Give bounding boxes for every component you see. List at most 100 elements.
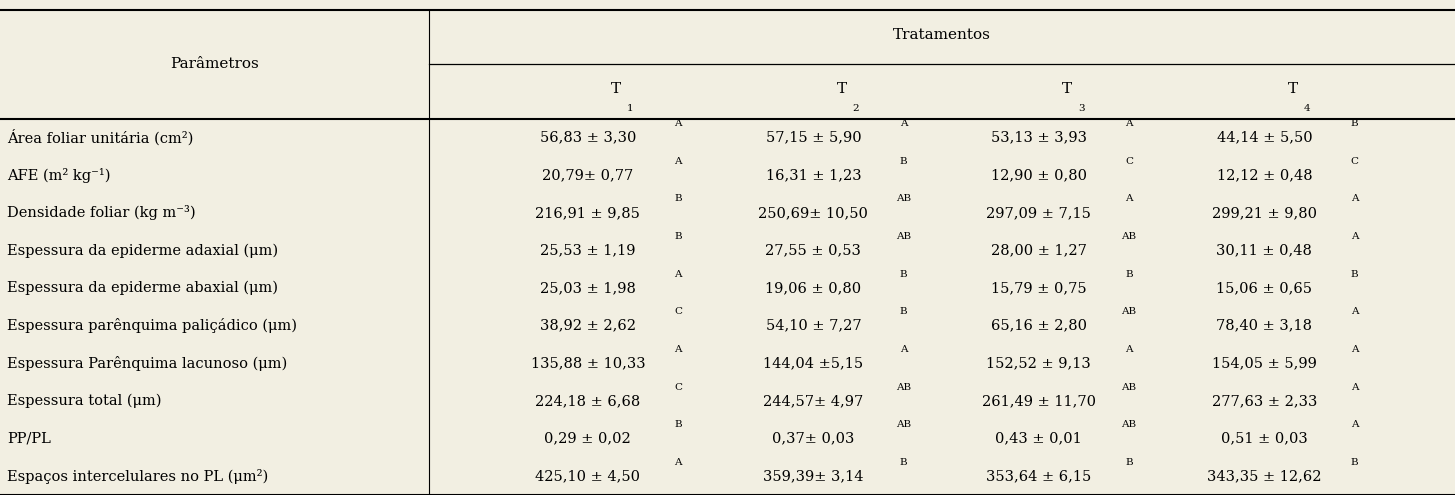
Text: T: T <box>611 82 621 96</box>
Text: 16,31 ± 1,23: 16,31 ± 1,23 <box>765 168 861 182</box>
Text: A: A <box>1350 195 1359 203</box>
Text: A: A <box>1125 195 1133 203</box>
Text: 343,35 ± 12,62: 343,35 ± 12,62 <box>1208 469 1321 483</box>
Text: 224,18 ± 6,68: 224,18 ± 6,68 <box>535 394 640 408</box>
Text: Tratamentos: Tratamentos <box>893 28 991 42</box>
Text: A: A <box>1350 232 1359 241</box>
Text: C: C <box>674 383 682 392</box>
Text: 4: 4 <box>1304 104 1311 113</box>
Text: 25,53 ± 1,19: 25,53 ± 1,19 <box>540 244 636 257</box>
Text: 12,90 ± 0,80: 12,90 ± 0,80 <box>991 168 1087 182</box>
Text: B: B <box>899 157 908 166</box>
Text: Espessura da epiderme adaxial (μm): Espessura da epiderme adaxial (μm) <box>7 243 278 258</box>
Text: 12,12 ± 0,48: 12,12 ± 0,48 <box>1216 168 1312 182</box>
Text: 65,16 ± 2,80: 65,16 ± 2,80 <box>991 319 1087 333</box>
Text: C: C <box>674 307 682 316</box>
Text: 78,40 ± 3,18: 78,40 ± 3,18 <box>1216 319 1312 333</box>
Text: A: A <box>1125 345 1133 354</box>
Text: A: A <box>674 458 682 467</box>
Text: 261,49 ± 11,70: 261,49 ± 11,70 <box>982 394 1096 408</box>
Text: 299,21 ± 9,80: 299,21 ± 9,80 <box>1212 206 1317 220</box>
Text: B: B <box>1350 119 1359 128</box>
Text: 0,51 ± 0,03: 0,51 ± 0,03 <box>1221 432 1308 446</box>
Text: A: A <box>674 270 682 279</box>
Text: 57,15 ± 5,90: 57,15 ± 5,90 <box>765 131 861 145</box>
Text: A: A <box>674 345 682 354</box>
Text: A: A <box>674 157 682 166</box>
Text: 425,10 ± 4,50: 425,10 ± 4,50 <box>535 469 640 483</box>
Text: 277,63 ± 2,33: 277,63 ± 2,33 <box>1212 394 1317 408</box>
Text: 152,52 ± 9,13: 152,52 ± 9,13 <box>986 356 1091 370</box>
Text: Espaços intercelulares no PL (μm²): Espaços intercelulares no PL (μm²) <box>7 469 269 484</box>
Text: AB: AB <box>1122 383 1136 392</box>
Text: A: A <box>899 345 908 354</box>
Text: AB: AB <box>1122 307 1136 316</box>
Text: T: T <box>1288 82 1298 96</box>
Text: 44,14 ± 5,50: 44,14 ± 5,50 <box>1216 131 1312 145</box>
Text: A: A <box>1350 307 1359 316</box>
Text: 15,79 ± 0,75: 15,79 ± 0,75 <box>991 281 1087 295</box>
Text: 27,55 ± 0,53: 27,55 ± 0,53 <box>765 244 861 257</box>
Text: PP/PL: PP/PL <box>7 432 51 446</box>
Text: 3: 3 <box>1078 104 1085 113</box>
Text: B: B <box>899 270 908 279</box>
Text: Área foliar unitária (cm²): Área foliar unitária (cm²) <box>7 129 194 146</box>
Text: B: B <box>1350 458 1359 467</box>
Text: 0,29 ± 0,02: 0,29 ± 0,02 <box>544 432 631 446</box>
Text: Espessura da epiderme abaxial (μm): Espessura da epiderme abaxial (μm) <box>7 281 278 296</box>
Text: C: C <box>1125 157 1133 166</box>
Text: 144,04 ±5,15: 144,04 ±5,15 <box>764 356 863 370</box>
Text: 15,06 ± 0,65: 15,06 ± 0,65 <box>1216 281 1312 295</box>
Text: 2: 2 <box>853 104 860 113</box>
Text: 20,79± 0,77: 20,79± 0,77 <box>543 168 633 182</box>
Text: AB: AB <box>1122 420 1136 429</box>
Text: 353,64 ± 6,15: 353,64 ± 6,15 <box>986 469 1091 483</box>
Text: 359,39± 3,14: 359,39± 3,14 <box>762 469 864 483</box>
Text: B: B <box>1125 458 1133 467</box>
Text: B: B <box>1350 270 1359 279</box>
Text: 244,57± 4,97: 244,57± 4,97 <box>764 394 863 408</box>
Text: B: B <box>674 232 682 241</box>
Text: 28,00 ± 1,27: 28,00 ± 1,27 <box>991 244 1087 257</box>
Text: A: A <box>1350 345 1359 354</box>
Text: 1: 1 <box>627 104 634 113</box>
Text: B: B <box>674 195 682 203</box>
Text: 38,92 ± 2,62: 38,92 ± 2,62 <box>540 319 636 333</box>
Text: AB: AB <box>896 232 911 241</box>
Text: Densidade foliar (kg m⁻³): Densidade foliar (kg m⁻³) <box>7 205 196 220</box>
Text: A: A <box>1125 119 1133 128</box>
Text: 25,03 ± 1,98: 25,03 ± 1,98 <box>540 281 636 295</box>
Text: Espessura total (μm): Espessura total (μm) <box>7 394 162 408</box>
Text: B: B <box>899 458 908 467</box>
Text: 0,37± 0,03: 0,37± 0,03 <box>773 432 854 446</box>
Text: T: T <box>837 82 847 96</box>
Text: B: B <box>674 420 682 429</box>
Text: 30,11 ± 0,48: 30,11 ± 0,48 <box>1216 244 1312 257</box>
Text: A: A <box>1350 383 1359 392</box>
Text: B: B <box>899 307 908 316</box>
Text: Espessura parênquima paliçádico (μm): Espessura parênquima paliçádico (μm) <box>7 318 297 333</box>
Text: AB: AB <box>896 383 911 392</box>
Text: Espessura Parênquima lacunoso (μm): Espessura Parênquima lacunoso (μm) <box>7 356 288 371</box>
Text: 54,10 ± 7,27: 54,10 ± 7,27 <box>765 319 861 333</box>
Text: C: C <box>1350 157 1359 166</box>
Text: 19,06 ± 0,80: 19,06 ± 0,80 <box>765 281 861 295</box>
Text: A: A <box>1350 420 1359 429</box>
Text: 135,88 ± 10,33: 135,88 ± 10,33 <box>531 356 645 370</box>
Text: 216,91 ± 9,85: 216,91 ± 9,85 <box>535 206 640 220</box>
Text: AB: AB <box>896 420 911 429</box>
Text: AFE (m² kg⁻¹): AFE (m² kg⁻¹) <box>7 168 111 183</box>
Text: A: A <box>899 119 908 128</box>
Text: Parâmetros: Parâmetros <box>170 57 259 71</box>
Text: 250,69± 10,50: 250,69± 10,50 <box>758 206 869 220</box>
Text: 0,43 ± 0,01: 0,43 ± 0,01 <box>995 432 1083 446</box>
Text: AB: AB <box>896 195 911 203</box>
Text: B: B <box>1125 270 1133 279</box>
Text: 297,09 ± 7,15: 297,09 ± 7,15 <box>986 206 1091 220</box>
Text: 56,83 ± 3,30: 56,83 ± 3,30 <box>540 131 636 145</box>
Text: T: T <box>1062 82 1072 96</box>
Text: AB: AB <box>1122 232 1136 241</box>
Text: A: A <box>674 119 682 128</box>
Text: 53,13 ± 3,93: 53,13 ± 3,93 <box>991 131 1087 145</box>
Text: 154,05 ± 5,99: 154,05 ± 5,99 <box>1212 356 1317 370</box>
